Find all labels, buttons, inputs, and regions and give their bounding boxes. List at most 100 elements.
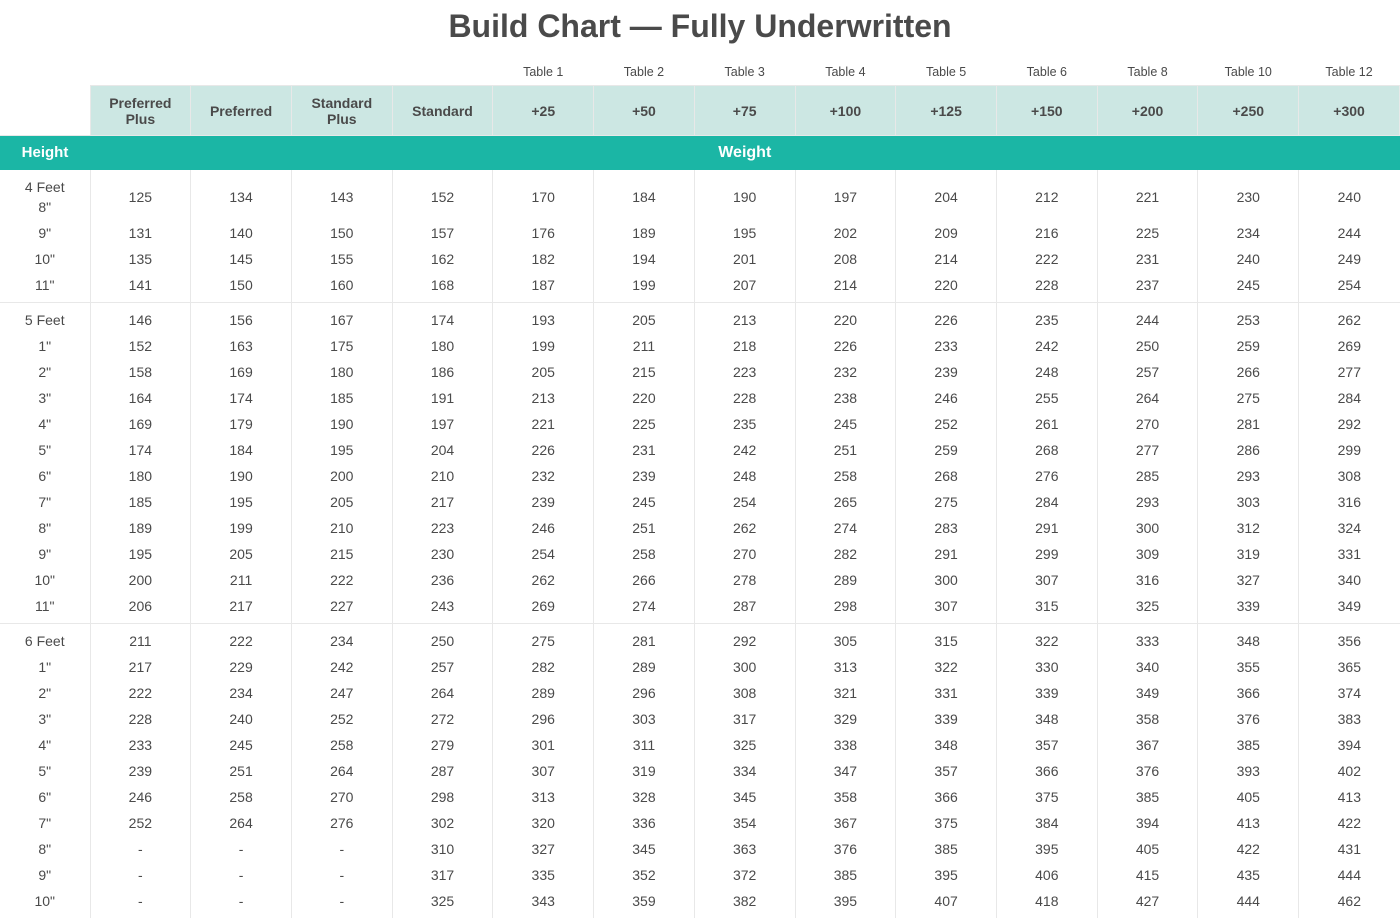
column-header-cell: +75 <box>694 86 795 136</box>
weight-cell: 197 <box>795 170 896 220</box>
weight-cell: 210 <box>392 463 493 489</box>
weight-cell: 287 <box>694 593 795 624</box>
weight-cell: 355 <box>1198 654 1299 680</box>
axis-weight-label: Weight <box>90 136 1400 170</box>
weight-cell: 255 <box>996 385 1097 411</box>
table-row: 3"16417418519121322022823824625526427528… <box>0 385 1400 411</box>
weight-cell: 239 <box>896 359 997 385</box>
weight-cell: 131 <box>90 220 191 246</box>
weight-cell: 209 <box>896 220 997 246</box>
weight-cell: 328 <box>594 784 695 810</box>
weight-cell: 296 <box>493 706 594 732</box>
weight-cell: 343 <box>493 888 594 918</box>
table-row: 1"21722924225728228930031332233034035536… <box>0 654 1400 680</box>
height-cell: 10" <box>0 888 90 918</box>
weight-cell: 270 <box>1097 411 1198 437</box>
weight-cell: 174 <box>191 385 292 411</box>
height-cell: 5" <box>0 437 90 463</box>
weight-cell: 252 <box>90 810 191 836</box>
table-row: 10"1351451551621821942012082142222312402… <box>0 246 1400 272</box>
weight-cell: 345 <box>594 836 695 862</box>
weight-cell: 366 <box>1198 680 1299 706</box>
weight-cell: 309 <box>1097 541 1198 567</box>
weight-cell: 258 <box>594 541 695 567</box>
table-number-cell <box>191 63 292 86</box>
weight-cell: 164 <box>90 385 191 411</box>
table-number-cell: Table 10 <box>1198 63 1299 86</box>
weight-cell: 292 <box>1299 411 1400 437</box>
table-row: 6 Feet2112222342502752812923053153223333… <box>0 623 1400 654</box>
weight-cell: 354 <box>694 810 795 836</box>
weight-cell: 234 <box>1198 220 1299 246</box>
weight-cell: 245 <box>191 732 292 758</box>
weight-cell: 155 <box>291 246 392 272</box>
weight-cell: 299 <box>996 541 1097 567</box>
weight-cell: 141 <box>90 272 191 303</box>
weight-cell: 223 <box>392 515 493 541</box>
weight-cell: 269 <box>493 593 594 624</box>
weight-cell: 293 <box>1198 463 1299 489</box>
weight-cell: 312 <box>1198 515 1299 541</box>
height-cell: 7" <box>0 489 90 515</box>
weight-cell: 253 <box>1198 302 1299 333</box>
weight-cell: 299 <box>1299 437 1400 463</box>
weight-cell: 308 <box>1299 463 1400 489</box>
table-row: 8"---310327345363376385395405422431 <box>0 836 1400 862</box>
weight-cell: 215 <box>291 541 392 567</box>
column-header-cell: +300 <box>1299 86 1400 136</box>
weight-cell: 239 <box>493 489 594 515</box>
weight-cell: 205 <box>291 489 392 515</box>
table-row: 5 Feet1461561671741932052132202262352442… <box>0 302 1400 333</box>
column-header-cell: PreferredPlus <box>90 86 191 136</box>
weight-cell: 240 <box>1198 246 1299 272</box>
weight-cell: 316 <box>1097 567 1198 593</box>
weight-cell: 266 <box>1198 359 1299 385</box>
weight-cell: 199 <box>191 515 292 541</box>
weight-cell: 246 <box>493 515 594 541</box>
weight-cell: 206 <box>90 593 191 624</box>
weight-cell: 289 <box>594 654 695 680</box>
column-header-cell: +100 <box>795 86 896 136</box>
weight-cell: 277 <box>1097 437 1198 463</box>
weight-cell: 205 <box>493 359 594 385</box>
weight-cell: 279 <box>392 732 493 758</box>
weight-cell: 374 <box>1299 680 1400 706</box>
weight-cell: 352 <box>594 862 695 888</box>
weight-cell: 348 <box>1198 623 1299 654</box>
weight-cell: 289 <box>795 567 896 593</box>
table-row: 6"24625827029831332834535836637538540541… <box>0 784 1400 810</box>
weight-cell: 334 <box>694 758 795 784</box>
weight-cell: 240 <box>191 706 292 732</box>
weight-cell: 422 <box>1198 836 1299 862</box>
weight-cell: 218 <box>694 333 795 359</box>
height-cell: 2" <box>0 680 90 706</box>
weight-cell: 298 <box>795 593 896 624</box>
weight-cell: 184 <box>594 170 695 220</box>
weight-cell: 210 <box>291 515 392 541</box>
weight-cell: 262 <box>493 567 594 593</box>
weight-cell: 145 <box>191 246 292 272</box>
weight-cell: 383 <box>1299 706 1400 732</box>
weight-cell: 230 <box>392 541 493 567</box>
weight-cell: 264 <box>1097 385 1198 411</box>
table-row: 11"2062172272432692742872983073153253393… <box>0 593 1400 624</box>
weight-cell: 199 <box>594 272 695 303</box>
weight-cell: 357 <box>896 758 997 784</box>
weight-cell: 339 <box>996 680 1097 706</box>
weight-cell: 215 <box>594 359 695 385</box>
table-row: 10"2002112222362622662782893003073163273… <box>0 567 1400 593</box>
weight-cell: 185 <box>291 385 392 411</box>
weight-cell: 189 <box>90 515 191 541</box>
weight-cell: 348 <box>896 732 997 758</box>
weight-cell: 214 <box>896 246 997 272</box>
weight-cell: 204 <box>392 437 493 463</box>
weight-cell: 329 <box>795 706 896 732</box>
weight-cell: 270 <box>291 784 392 810</box>
feet-label: 6 Feet <box>0 634 90 648</box>
table-row: 9"19520521523025425827028229129930931933… <box>0 541 1400 567</box>
weight-cell: 226 <box>896 302 997 333</box>
weight-cell: 367 <box>795 810 896 836</box>
weight-cell: 156 <box>191 302 292 333</box>
height-cell: 10" <box>0 567 90 593</box>
column-header-cell: +150 <box>996 86 1097 136</box>
